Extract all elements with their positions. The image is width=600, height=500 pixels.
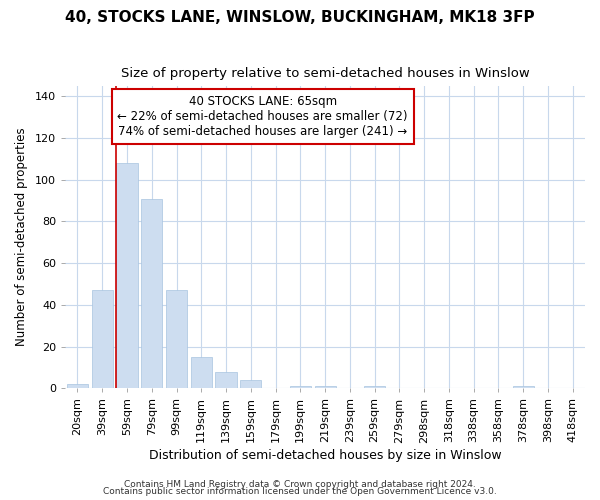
Text: 40, STOCKS LANE, WINSLOW, BUCKINGHAM, MK18 3FP: 40, STOCKS LANE, WINSLOW, BUCKINGHAM, MK… (65, 10, 535, 25)
X-axis label: Distribution of semi-detached houses by size in Winslow: Distribution of semi-detached houses by … (149, 450, 502, 462)
Y-axis label: Number of semi-detached properties: Number of semi-detached properties (15, 128, 28, 346)
Text: Contains public sector information licensed under the Open Government Licence v3: Contains public sector information licen… (103, 487, 497, 496)
Title: Size of property relative to semi-detached houses in Winslow: Size of property relative to semi-detach… (121, 68, 529, 80)
Bar (364, 386, 385, 388)
Bar (141, 198, 162, 388)
Bar (290, 386, 311, 388)
Bar (314, 386, 335, 388)
Bar (166, 290, 187, 388)
Bar (116, 163, 137, 388)
Bar (67, 384, 88, 388)
Text: 40 STOCKS LANE: 65sqm
← 22% of semi-detached houses are smaller (72)
74% of semi: 40 STOCKS LANE: 65sqm ← 22% of semi-deta… (118, 95, 408, 138)
Bar (92, 290, 113, 388)
Bar (191, 357, 212, 388)
Text: Contains HM Land Registry data © Crown copyright and database right 2024.: Contains HM Land Registry data © Crown c… (124, 480, 476, 489)
Bar (215, 372, 236, 388)
Bar (512, 386, 533, 388)
Bar (240, 380, 261, 388)
